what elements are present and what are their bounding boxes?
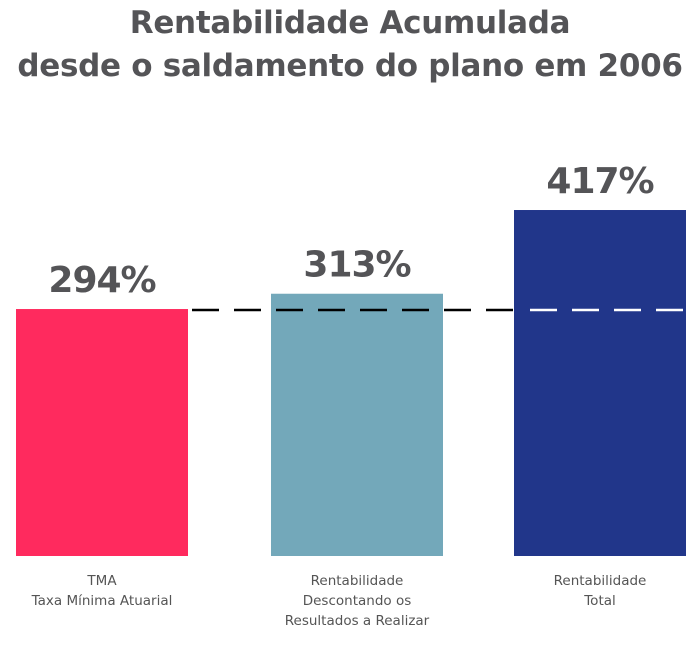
bar-1 [16, 309, 188, 556]
category-label-2-line-2: Descontando os [303, 593, 412, 609]
category-label-2-line-3: Resultados a Realizar [285, 613, 430, 629]
chart-title: Rentabilidade Acumulada desde o saldamen… [0, 2, 700, 88]
value-label-2: 313% [303, 245, 410, 286]
category-label-2-line-1: Rentabilidade [311, 573, 404, 589]
category-label-3-line-2: Total [583, 593, 616, 609]
chart-title-line-1: Rentabilidade Acumulada [129, 5, 571, 41]
value-label-1: 294% [48, 260, 155, 301]
value-label-3: 417% [546, 161, 653, 202]
bar-3 [514, 210, 686, 556]
category-label-1-line-1: TMA [86, 573, 117, 589]
category-label-3-line-1: Rentabilidade [554, 573, 647, 589]
bar-2 [271, 293, 443, 556]
chart-title-line-2: desde o saldamento do plano em 2006 [17, 48, 683, 84]
category-label-1-line-2: Taxa Mínima Atuarial [31, 593, 173, 609]
